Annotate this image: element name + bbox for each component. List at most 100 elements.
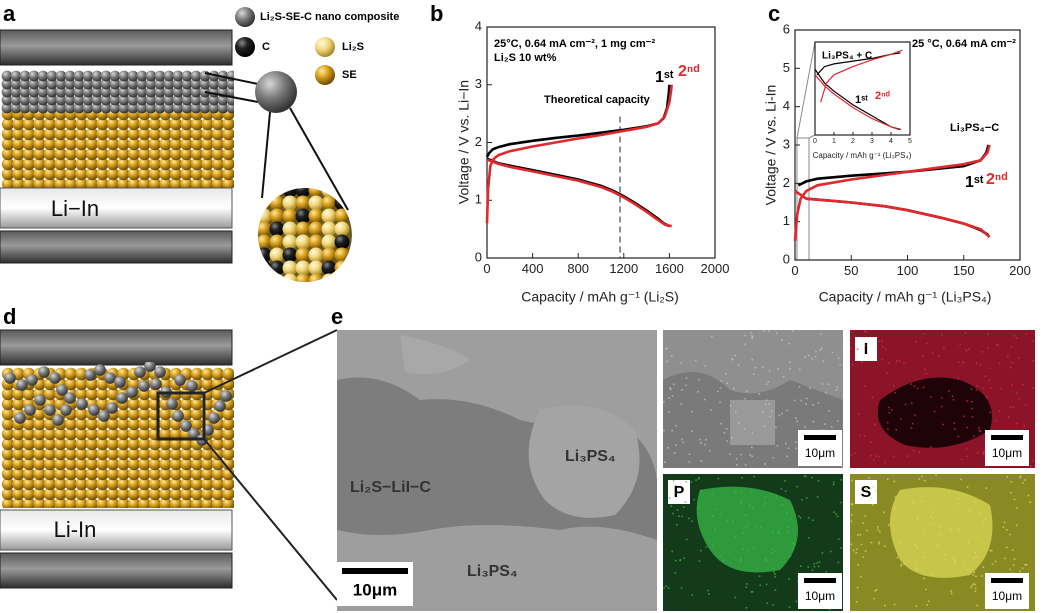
speckle bbox=[974, 590, 977, 593]
speckle bbox=[709, 449, 711, 452]
speckle bbox=[731, 358, 734, 360]
particle bbox=[190, 167, 204, 181]
particle bbox=[118, 102, 130, 114]
particle bbox=[222, 147, 234, 161]
speckle bbox=[665, 585, 668, 587]
speckle bbox=[744, 397, 746, 400]
particle bbox=[43, 487, 57, 501]
x-tick-label: 4 bbox=[889, 138, 893, 145]
speckle bbox=[786, 409, 788, 412]
speckle bbox=[763, 425, 766, 427]
speckle bbox=[971, 400, 973, 403]
zoom-box bbox=[156, 391, 206, 441]
speckle bbox=[839, 501, 842, 504]
speckle bbox=[882, 345, 884, 348]
particle bbox=[148, 157, 162, 171]
particle bbox=[64, 477, 78, 491]
particle bbox=[269, 221, 285, 237]
speckle bbox=[863, 435, 866, 437]
speckle bbox=[1013, 335, 1016, 337]
particle bbox=[148, 127, 162, 141]
speckle bbox=[962, 361, 965, 364]
speckle bbox=[886, 372, 888, 374]
particle bbox=[127, 467, 141, 481]
particle bbox=[46, 70, 58, 82]
particle bbox=[181, 78, 193, 90]
speckle bbox=[865, 487, 868, 489]
scale-label: 10μm bbox=[353, 580, 397, 599]
particle bbox=[117, 457, 130, 471]
speckle bbox=[982, 452, 985, 454]
speckle bbox=[700, 460, 703, 462]
particle bbox=[117, 427, 130, 441]
speckle bbox=[887, 362, 890, 364]
speckle bbox=[771, 552, 773, 554]
particle bbox=[56, 384, 68, 396]
speckle bbox=[726, 382, 728, 385]
particle bbox=[54, 427, 67, 441]
speckle bbox=[938, 355, 940, 358]
particle bbox=[159, 467, 172, 481]
particle bbox=[190, 78, 202, 90]
particle bbox=[208, 78, 220, 90]
particle bbox=[282, 247, 298, 263]
particle bbox=[169, 167, 183, 181]
particle bbox=[64, 377, 78, 391]
y-tick-label: 3 bbox=[475, 76, 482, 91]
particle bbox=[91, 94, 103, 106]
speckle bbox=[1007, 416, 1010, 418]
particle bbox=[33, 487, 46, 501]
particle bbox=[85, 477, 99, 491]
particle bbox=[24, 404, 36, 416]
speckle bbox=[903, 362, 905, 364]
speckle bbox=[745, 586, 747, 588]
speckle bbox=[1009, 533, 1011, 536]
speckle bbox=[751, 490, 753, 493]
particle bbox=[96, 147, 109, 161]
speckle bbox=[967, 568, 969, 571]
particle bbox=[308, 273, 324, 282]
speckle bbox=[716, 390, 719, 393]
particle bbox=[321, 208, 337, 224]
speckle bbox=[944, 558, 946, 561]
speckle bbox=[913, 385, 916, 387]
particle bbox=[106, 447, 120, 461]
speckle bbox=[682, 506, 685, 508]
particle bbox=[126, 386, 138, 398]
particle bbox=[106, 167, 120, 181]
particle bbox=[33, 417, 46, 431]
phase-region bbox=[730, 400, 775, 445]
speckle bbox=[795, 600, 798, 603]
speckle bbox=[772, 567, 774, 570]
speckle bbox=[666, 360, 669, 363]
particle bbox=[64, 487, 78, 501]
particle bbox=[172, 78, 184, 90]
speckle bbox=[851, 514, 853, 516]
speckle bbox=[903, 563, 905, 565]
particle bbox=[208, 412, 220, 424]
particle bbox=[258, 247, 272, 263]
particle bbox=[82, 86, 94, 98]
speckle bbox=[720, 380, 723, 382]
speckle bbox=[918, 451, 921, 454]
speckle bbox=[764, 403, 767, 405]
speckle bbox=[989, 367, 991, 370]
particle bbox=[282, 208, 298, 224]
speckle bbox=[872, 459, 875, 461]
y-tick-label: 3 bbox=[783, 136, 790, 151]
speckle bbox=[970, 586, 972, 589]
particle bbox=[26, 374, 38, 386]
speckle bbox=[852, 549, 855, 552]
speckle bbox=[1013, 558, 1016, 560]
speckle bbox=[668, 497, 671, 499]
particle bbox=[190, 457, 204, 471]
particle bbox=[106, 497, 120, 508]
speckle bbox=[881, 340, 883, 343]
particle bbox=[222, 367, 234, 381]
particle bbox=[172, 94, 184, 106]
speckle bbox=[672, 512, 674, 515]
speckle bbox=[887, 421, 889, 424]
particle bbox=[100, 102, 112, 114]
speckle bbox=[887, 428, 889, 430]
particle bbox=[181, 94, 193, 106]
